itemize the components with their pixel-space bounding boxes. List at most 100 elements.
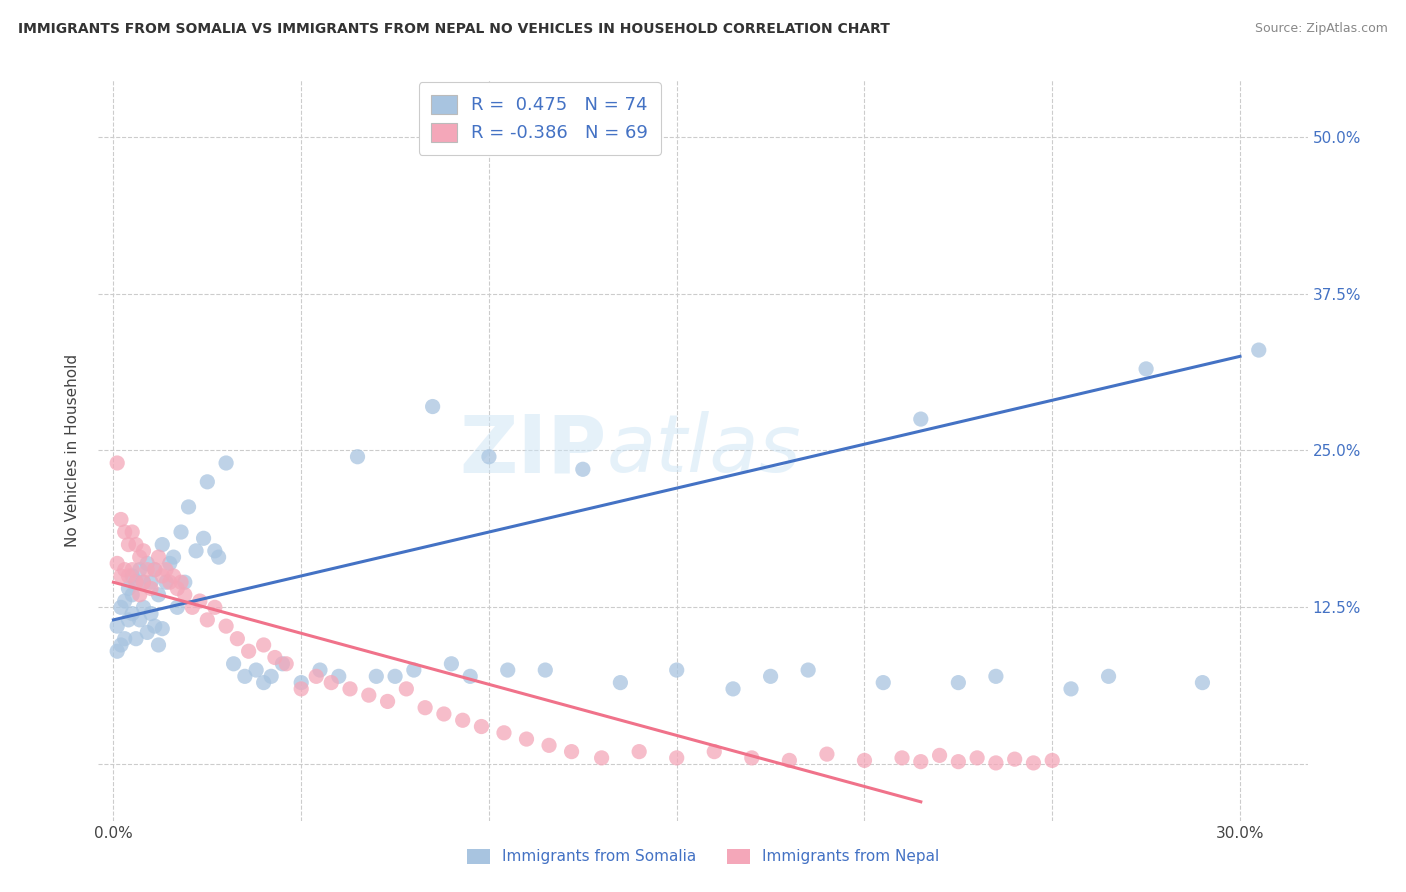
Point xyxy=(150,538,173,552)
Point xyxy=(328,669,350,683)
Point xyxy=(290,675,312,690)
Point xyxy=(195,475,218,489)
Point xyxy=(173,588,195,602)
Point xyxy=(155,563,177,577)
Point xyxy=(1191,675,1213,690)
Point xyxy=(572,462,595,476)
Point xyxy=(159,557,181,571)
Point xyxy=(121,607,143,621)
Point xyxy=(143,619,166,633)
Point xyxy=(195,613,218,627)
Point xyxy=(910,412,932,426)
Point xyxy=(162,550,184,565)
Point xyxy=(121,569,143,583)
Point xyxy=(561,745,583,759)
Point xyxy=(458,669,481,683)
Point xyxy=(132,575,155,590)
Point xyxy=(117,569,139,583)
Point xyxy=(170,575,193,590)
Point xyxy=(233,669,256,683)
Point xyxy=(121,524,143,539)
Point xyxy=(136,625,159,640)
Point xyxy=(139,607,162,621)
Point xyxy=(132,544,155,558)
Point xyxy=(703,745,725,759)
Point xyxy=(188,594,211,608)
Point xyxy=(105,619,128,633)
Point xyxy=(166,582,188,596)
Point xyxy=(260,669,283,683)
Point xyxy=(384,669,406,683)
Point xyxy=(665,663,688,677)
Point xyxy=(143,563,166,577)
Point xyxy=(207,550,229,565)
Point xyxy=(125,538,148,552)
Point xyxy=(226,632,249,646)
Point xyxy=(253,675,276,690)
Point xyxy=(1040,753,1063,767)
Text: atlas: atlas xyxy=(606,411,801,490)
Point xyxy=(114,524,136,539)
Point xyxy=(117,582,139,596)
Point xyxy=(470,719,492,733)
Point xyxy=(797,663,820,677)
Point xyxy=(534,663,557,677)
Point xyxy=(159,575,181,590)
Point xyxy=(948,755,970,769)
Point xyxy=(148,588,170,602)
Point xyxy=(1022,756,1045,770)
Point xyxy=(105,456,128,470)
Point xyxy=(402,663,425,677)
Point xyxy=(114,563,136,577)
Point xyxy=(759,669,782,683)
Point xyxy=(105,644,128,658)
Y-axis label: No Vehicles in Household: No Vehicles in Household xyxy=(65,354,80,547)
Point xyxy=(1004,752,1026,766)
Point xyxy=(515,732,537,747)
Point xyxy=(125,575,148,590)
Point xyxy=(1097,669,1119,683)
Point xyxy=(628,745,651,759)
Point xyxy=(609,675,631,690)
Text: Source: ZipAtlas.com: Source: ZipAtlas.com xyxy=(1254,22,1388,36)
Point xyxy=(132,575,155,590)
Point xyxy=(114,594,136,608)
Point xyxy=(948,675,970,690)
Point xyxy=(125,632,148,646)
Point xyxy=(366,669,388,683)
Point xyxy=(114,632,136,646)
Point xyxy=(136,563,159,577)
Point xyxy=(150,622,173,636)
Point xyxy=(984,669,1007,683)
Point xyxy=(184,544,207,558)
Point xyxy=(110,512,132,526)
Point xyxy=(815,747,838,761)
Point xyxy=(413,700,436,714)
Point xyxy=(928,748,950,763)
Point xyxy=(891,751,914,765)
Point xyxy=(110,600,132,615)
Text: ZIP: ZIP xyxy=(458,411,606,490)
Point xyxy=(377,694,399,708)
Point xyxy=(440,657,463,671)
Point xyxy=(155,575,177,590)
Point xyxy=(170,524,193,539)
Point xyxy=(395,681,418,696)
Point xyxy=(264,650,287,665)
Point xyxy=(271,657,294,671)
Point xyxy=(451,713,474,727)
Point xyxy=(741,751,763,765)
Point xyxy=(222,657,245,671)
Point xyxy=(478,450,501,464)
Point xyxy=(148,638,170,652)
Point xyxy=(117,613,139,627)
Point xyxy=(177,500,200,514)
Legend: R =  0.475   N = 74, R = -0.386   N = 69: R = 0.475 N = 74, R = -0.386 N = 69 xyxy=(419,82,661,155)
Point xyxy=(853,753,876,767)
Point xyxy=(665,751,688,765)
Point xyxy=(132,600,155,615)
Point xyxy=(357,688,380,702)
Text: IMMIGRANTS FROM SOMALIA VS IMMIGRANTS FROM NEPAL NO VEHICLES IN HOUSEHOLD CORREL: IMMIGRANTS FROM SOMALIA VS IMMIGRANTS FR… xyxy=(18,22,890,37)
Point xyxy=(1135,362,1157,376)
Point xyxy=(253,638,276,652)
